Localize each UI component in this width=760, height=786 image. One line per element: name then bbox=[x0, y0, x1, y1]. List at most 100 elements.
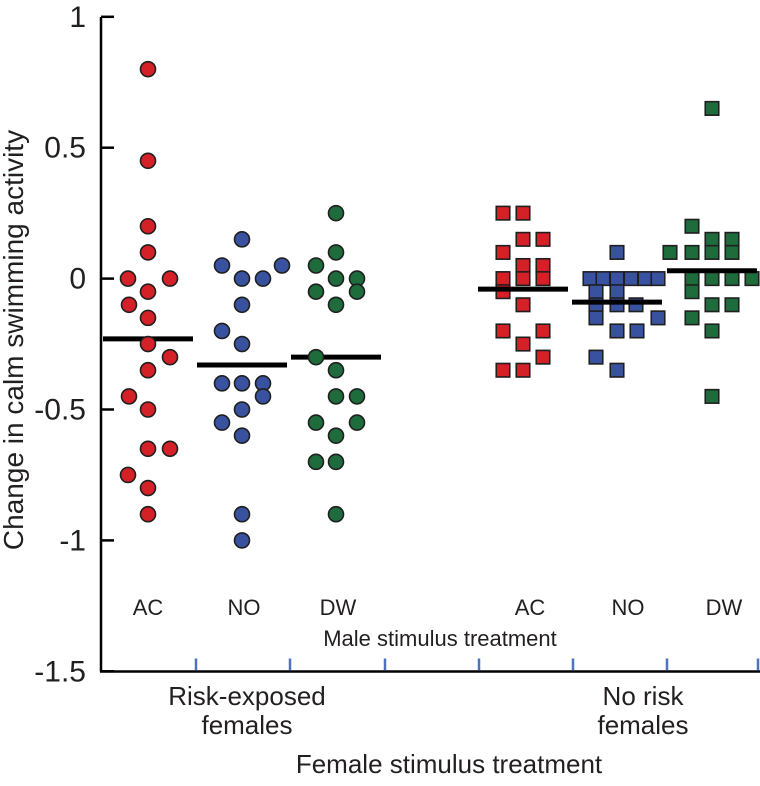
data-point-circle-no bbox=[273, 257, 291, 274]
data-point-square-ac bbox=[515, 297, 531, 313]
series-label-ac: AC bbox=[133, 595, 164, 620]
data-point-square-no bbox=[588, 284, 604, 300]
group-label: Risk-exposed bbox=[168, 681, 326, 711]
data-point-square-ac bbox=[515, 336, 531, 352]
data-point-square-no bbox=[650, 271, 666, 287]
data-point-square-ac bbox=[535, 323, 551, 339]
data-point-circle-no bbox=[233, 335, 251, 353]
data-point-square-dw bbox=[684, 218, 700, 234]
data-point-square-ac bbox=[515, 257, 531, 274]
data-point-circle-no bbox=[233, 375, 251, 392]
data-point-square-no bbox=[609, 323, 625, 339]
data-point-square-dw bbox=[744, 271, 760, 287]
data-point-square-no bbox=[588, 349, 604, 365]
data-point-circle-ac bbox=[139, 152, 157, 170]
y-tick-label: 0.5 bbox=[44, 132, 86, 165]
data-point-circle-no bbox=[254, 388, 272, 405]
data-point-square-ac bbox=[495, 205, 511, 221]
data-point-circle-dw bbox=[348, 414, 366, 431]
data-point-circle-no bbox=[213, 257, 231, 274]
data-point-circle-dw bbox=[307, 453, 325, 471]
data-point-circle-dw bbox=[327, 244, 345, 261]
data-point-circle-ac bbox=[161, 270, 179, 287]
x-axis-title: Female stimulus treatment bbox=[296, 749, 603, 779]
data-point-square-no bbox=[609, 271, 625, 287]
data-point-square-dw bbox=[704, 244, 720, 260]
data-point-square-dw bbox=[724, 297, 740, 313]
group-label: No risk bbox=[603, 681, 685, 711]
data-point-circle-ac bbox=[161, 348, 179, 366]
data-point-square-ac bbox=[515, 271, 531, 287]
data-point-square-dw bbox=[704, 388, 720, 404]
data-point-square-no bbox=[609, 362, 625, 378]
data-point-square-dw bbox=[684, 310, 700, 326]
data-point-square-ac bbox=[515, 362, 531, 378]
data-point-circle-dw bbox=[307, 257, 325, 274]
x-axis-subtitle: Male stimulus treatment bbox=[323, 626, 557, 651]
data-point-square-no bbox=[609, 244, 625, 260]
series-label-ac: AC bbox=[515, 595, 546, 620]
group-label: females bbox=[201, 710, 292, 740]
y-tick-label: -1.5 bbox=[34, 655, 86, 688]
series-label-no: NO bbox=[228, 595, 261, 620]
group-label: females bbox=[597, 710, 688, 740]
data-point-circle-ac bbox=[139, 505, 157, 523]
data-point-circle-ac bbox=[139, 309, 157, 327]
data-point-square-dw bbox=[724, 231, 740, 247]
data-point-square-dw bbox=[704, 297, 720, 313]
data-point-circle-ac bbox=[139, 244, 157, 261]
data-point-square-ac bbox=[535, 271, 551, 287]
data-point-square-ac bbox=[515, 205, 531, 221]
data-point-circle-no bbox=[233, 296, 251, 314]
data-point-square-ac bbox=[535, 349, 551, 365]
data-point-square-dw bbox=[704, 323, 720, 339]
data-point-square-dw bbox=[704, 100, 720, 116]
data-point-square-ac bbox=[495, 323, 511, 339]
data-point-circle-no bbox=[233, 270, 251, 287]
series-label-dw: DW bbox=[320, 595, 357, 620]
data-point-circle-dw bbox=[327, 204, 345, 222]
data-point-circle-dw bbox=[307, 348, 325, 366]
y-tick-label: -0.5 bbox=[34, 394, 86, 427]
data-point-circle-no bbox=[213, 375, 231, 392]
data-point-circle-ac bbox=[161, 440, 179, 458]
data-point-square-dw bbox=[684, 284, 700, 300]
data-point-circle-no bbox=[233, 532, 251, 549]
series-label-dw: DW bbox=[706, 595, 743, 620]
data-point-circle-ac bbox=[139, 401, 157, 418]
data-point-square-dw bbox=[724, 271, 740, 287]
data-point-circle-dw bbox=[327, 453, 345, 471]
data-point-circle-no bbox=[233, 427, 251, 444]
data-point-circle-ac bbox=[139, 283, 157, 300]
data-point-circle-ac bbox=[139, 361, 157, 379]
data-point-square-no bbox=[623, 271, 639, 287]
data-point-circle-ac bbox=[139, 60, 157, 78]
data-point-square-no bbox=[582, 271, 598, 287]
data-point-square-ac bbox=[495, 271, 511, 287]
data-point-circle-ac bbox=[139, 440, 157, 458]
data-point-square-no bbox=[637, 271, 653, 287]
data-point-circle-dw bbox=[327, 505, 345, 523]
data-point-circle-ac bbox=[119, 466, 137, 484]
data-point-square-no bbox=[588, 310, 604, 326]
data-point-circle-no bbox=[254, 270, 272, 287]
data-point-circle-dw bbox=[327, 296, 345, 314]
data-point-circle-no bbox=[233, 231, 251, 248]
data-point-square-ac bbox=[535, 257, 551, 274]
data-point-circle-ac bbox=[119, 270, 137, 287]
data-point-square-ac bbox=[495, 244, 511, 260]
data-point-square-dw bbox=[704, 271, 720, 287]
data-point-square-ac bbox=[515, 231, 531, 247]
data-point-square-no bbox=[595, 271, 611, 287]
y-tick-label: -1 bbox=[59, 524, 86, 557]
data-point-square-dw bbox=[704, 231, 720, 247]
data-point-circle-no bbox=[213, 322, 231, 340]
data-point-square-no bbox=[650, 310, 666, 326]
data-point-circle-ac bbox=[139, 479, 157, 497]
data-point-square-dw bbox=[684, 244, 700, 260]
data-point-square-no bbox=[629, 323, 645, 339]
data-point-square-no bbox=[609, 284, 625, 300]
data-point-square-dw bbox=[724, 244, 740, 260]
